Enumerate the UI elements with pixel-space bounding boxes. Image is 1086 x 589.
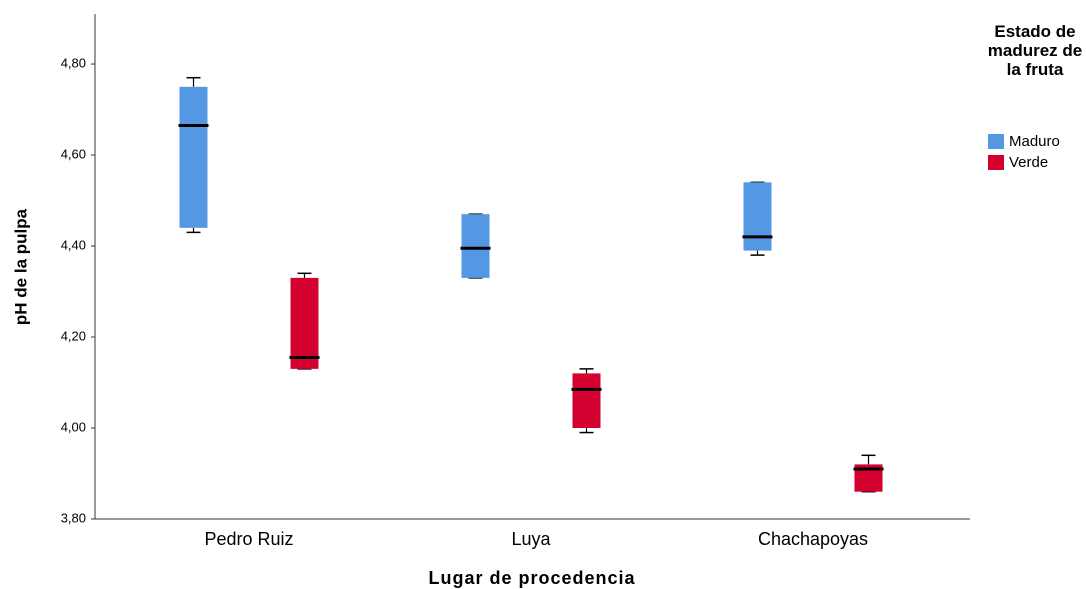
x-tick-label: Pedro Ruiz (204, 529, 293, 549)
y-axis-title: pH de la pulpa (11, 208, 30, 325)
y-tick-label: 4,20 (61, 328, 86, 343)
box (743, 182, 772, 251)
legend-swatch (988, 134, 1004, 149)
x-tick-label: Chachapoyas (758, 529, 868, 549)
legend-swatch (988, 155, 1004, 170)
legend-title: Estado de madurez de la fruta (987, 22, 1083, 79)
y-tick-label: 4,60 (61, 146, 86, 161)
box (461, 214, 490, 278)
legend-label: Verde (1009, 154, 1048, 171)
x-tick-label: Luya (511, 529, 551, 549)
x-axis-title: Lugar de procedencia (428, 568, 635, 588)
y-tick-label: 4,40 (61, 237, 86, 252)
legend-label: Maduro (1009, 133, 1060, 150)
box (290, 277, 319, 369)
y-tick-label: 3,80 (61, 510, 86, 525)
box (179, 86, 208, 228)
y-tick-label: 4,00 (61, 419, 86, 434)
box (572, 373, 601, 429)
y-tick-label: 4,80 (61, 55, 86, 70)
